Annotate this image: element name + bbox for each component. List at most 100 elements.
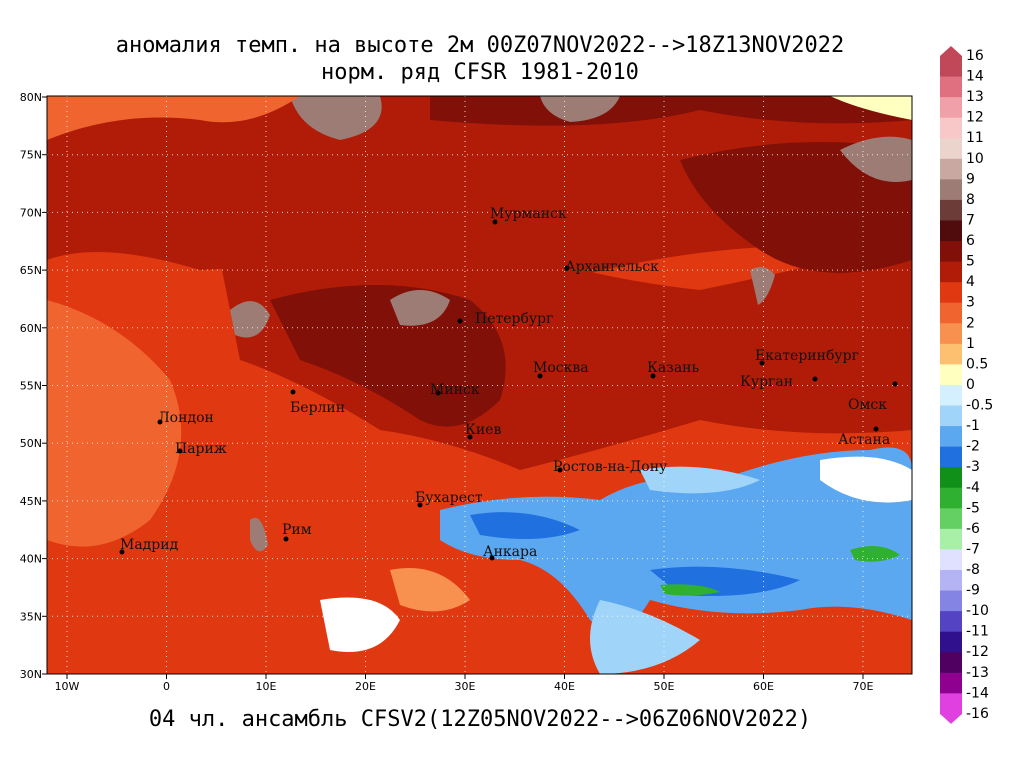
lon-label: 30E <box>455 680 476 693</box>
city-dot <box>492 219 498 225</box>
lat-label: 40N <box>20 553 42 566</box>
city-dot <box>812 376 818 382</box>
lat-label: 60N <box>20 322 42 335</box>
city-dot <box>290 389 296 395</box>
lat-label: 35N <box>20 610 42 623</box>
colorbar-swatch <box>940 426 962 448</box>
lon-label: 50E <box>654 680 675 693</box>
city-label: Лондон <box>158 410 214 426</box>
lon-label: 10W <box>55 680 80 693</box>
lat-label: 45N <box>20 495 42 508</box>
colorbar-swatch <box>940 158 962 180</box>
lon-label: 60E <box>753 680 774 693</box>
city-label: Бухарест <box>415 490 483 506</box>
lon-label: 40E <box>554 680 575 693</box>
colorbar-label: 10 <box>966 151 984 167</box>
city-dot <box>650 373 656 379</box>
city-label: Рим <box>282 522 312 538</box>
colorbar-swatch <box>940 631 962 653</box>
lat-label: 55N <box>20 380 42 393</box>
colorbar-arrow <box>940 46 962 56</box>
city-label: Екатеринбург <box>755 348 859 364</box>
colorbar-label: -0.5 <box>966 398 993 414</box>
title-line: норм. ряд CFSR 1981-2010 <box>321 60 639 85</box>
colorbar-label: -4 <box>966 480 980 496</box>
colorbar-label: -11 <box>966 624 989 640</box>
colorbar-label: 6 <box>966 233 975 249</box>
graticule <box>47 96 912 674</box>
colorbar-swatch <box>940 405 962 427</box>
colorbar-swatch <box>940 117 962 139</box>
city-dot <box>417 502 423 508</box>
colorbar-label: -2 <box>966 439 980 455</box>
city-dot <box>873 426 879 432</box>
colorbar-label: -5 <box>966 500 980 516</box>
lat-label: 80N <box>20 91 42 104</box>
colorbar-swatch <box>940 487 962 509</box>
colorbar-swatch <box>940 549 962 571</box>
city-dot <box>457 318 463 324</box>
colorbar-swatch <box>940 97 962 119</box>
lon-label: 70E <box>853 680 874 693</box>
colorbar-swatch <box>940 282 962 304</box>
city-label: Мурманск <box>490 206 567 222</box>
lon-label: 0 <box>163 680 170 693</box>
city-dot <box>435 390 441 396</box>
colorbar-swatch <box>940 220 962 242</box>
lat-label: 65N <box>20 264 42 277</box>
colorbar-label: -10 <box>966 603 989 619</box>
colorbar-swatch <box>940 76 962 98</box>
colorbar-swatch <box>940 446 962 468</box>
lat-label: 30N <box>20 668 42 681</box>
colorbar-label: -14 <box>966 685 989 701</box>
colorbar-label: 8 <box>966 192 975 208</box>
colorbar-label: 11 <box>966 130 984 146</box>
colorbar-swatch <box>940 323 962 345</box>
lat-label: 75N <box>20 149 42 162</box>
colorbar-label: -6 <box>966 521 980 537</box>
colorbar-label: 9 <box>966 171 975 187</box>
colorbar-label: -16 <box>966 706 989 722</box>
colorbar-swatch <box>940 528 962 550</box>
colorbar-swatch <box>940 56 962 78</box>
colorbar-label: 1 <box>966 336 975 352</box>
colorbar-swatch <box>940 672 962 694</box>
colorbar-label: -1 <box>966 418 980 434</box>
colorbar-label: 16 <box>966 48 984 64</box>
colorbar-label: 13 <box>966 89 984 105</box>
colorbar-swatch <box>940 652 962 674</box>
colorbar-swatch <box>940 343 962 365</box>
city-dot <box>892 381 898 387</box>
colorbar-label: 12 <box>966 110 984 126</box>
colorbar-swatch <box>940 570 962 592</box>
colorbar-label: 5 <box>966 254 975 270</box>
colorbar-label: -8 <box>966 562 980 578</box>
city-dot <box>759 360 765 366</box>
colorbar-arrow <box>940 713 962 724</box>
colorbar-label: 2 <box>966 315 975 331</box>
colorbar-label: -13 <box>966 665 989 681</box>
colorbar-label: -12 <box>966 644 989 660</box>
city-label: Казань <box>647 360 699 376</box>
city-label: Мадрид <box>120 537 179 553</box>
city-label: Петербург <box>475 311 553 327</box>
lon-label: 20E <box>355 680 376 693</box>
colorbar-label: 7 <box>966 212 975 228</box>
city-dot <box>564 265 570 271</box>
colorbar-swatch <box>940 199 962 221</box>
city-label: Киев <box>465 422 501 438</box>
city-label: Минск <box>430 382 480 398</box>
colorbar-swatch <box>940 241 962 263</box>
colorbar-swatch <box>940 590 962 612</box>
city-dot <box>557 467 563 473</box>
title-line: аномалия темп. на высоте 2м 00Z07NOV2022… <box>116 33 844 58</box>
city-label: Омск <box>848 397 887 413</box>
colorbar-swatch <box>940 302 962 324</box>
colorbar-label: 0.5 <box>966 356 988 372</box>
colorbar-swatch <box>940 384 962 407</box>
colorbar-label: 14 <box>966 69 984 85</box>
colorbar-label: -7 <box>966 541 980 557</box>
city-label: Архангельск <box>565 259 659 275</box>
lat-label: 70N <box>20 206 42 219</box>
